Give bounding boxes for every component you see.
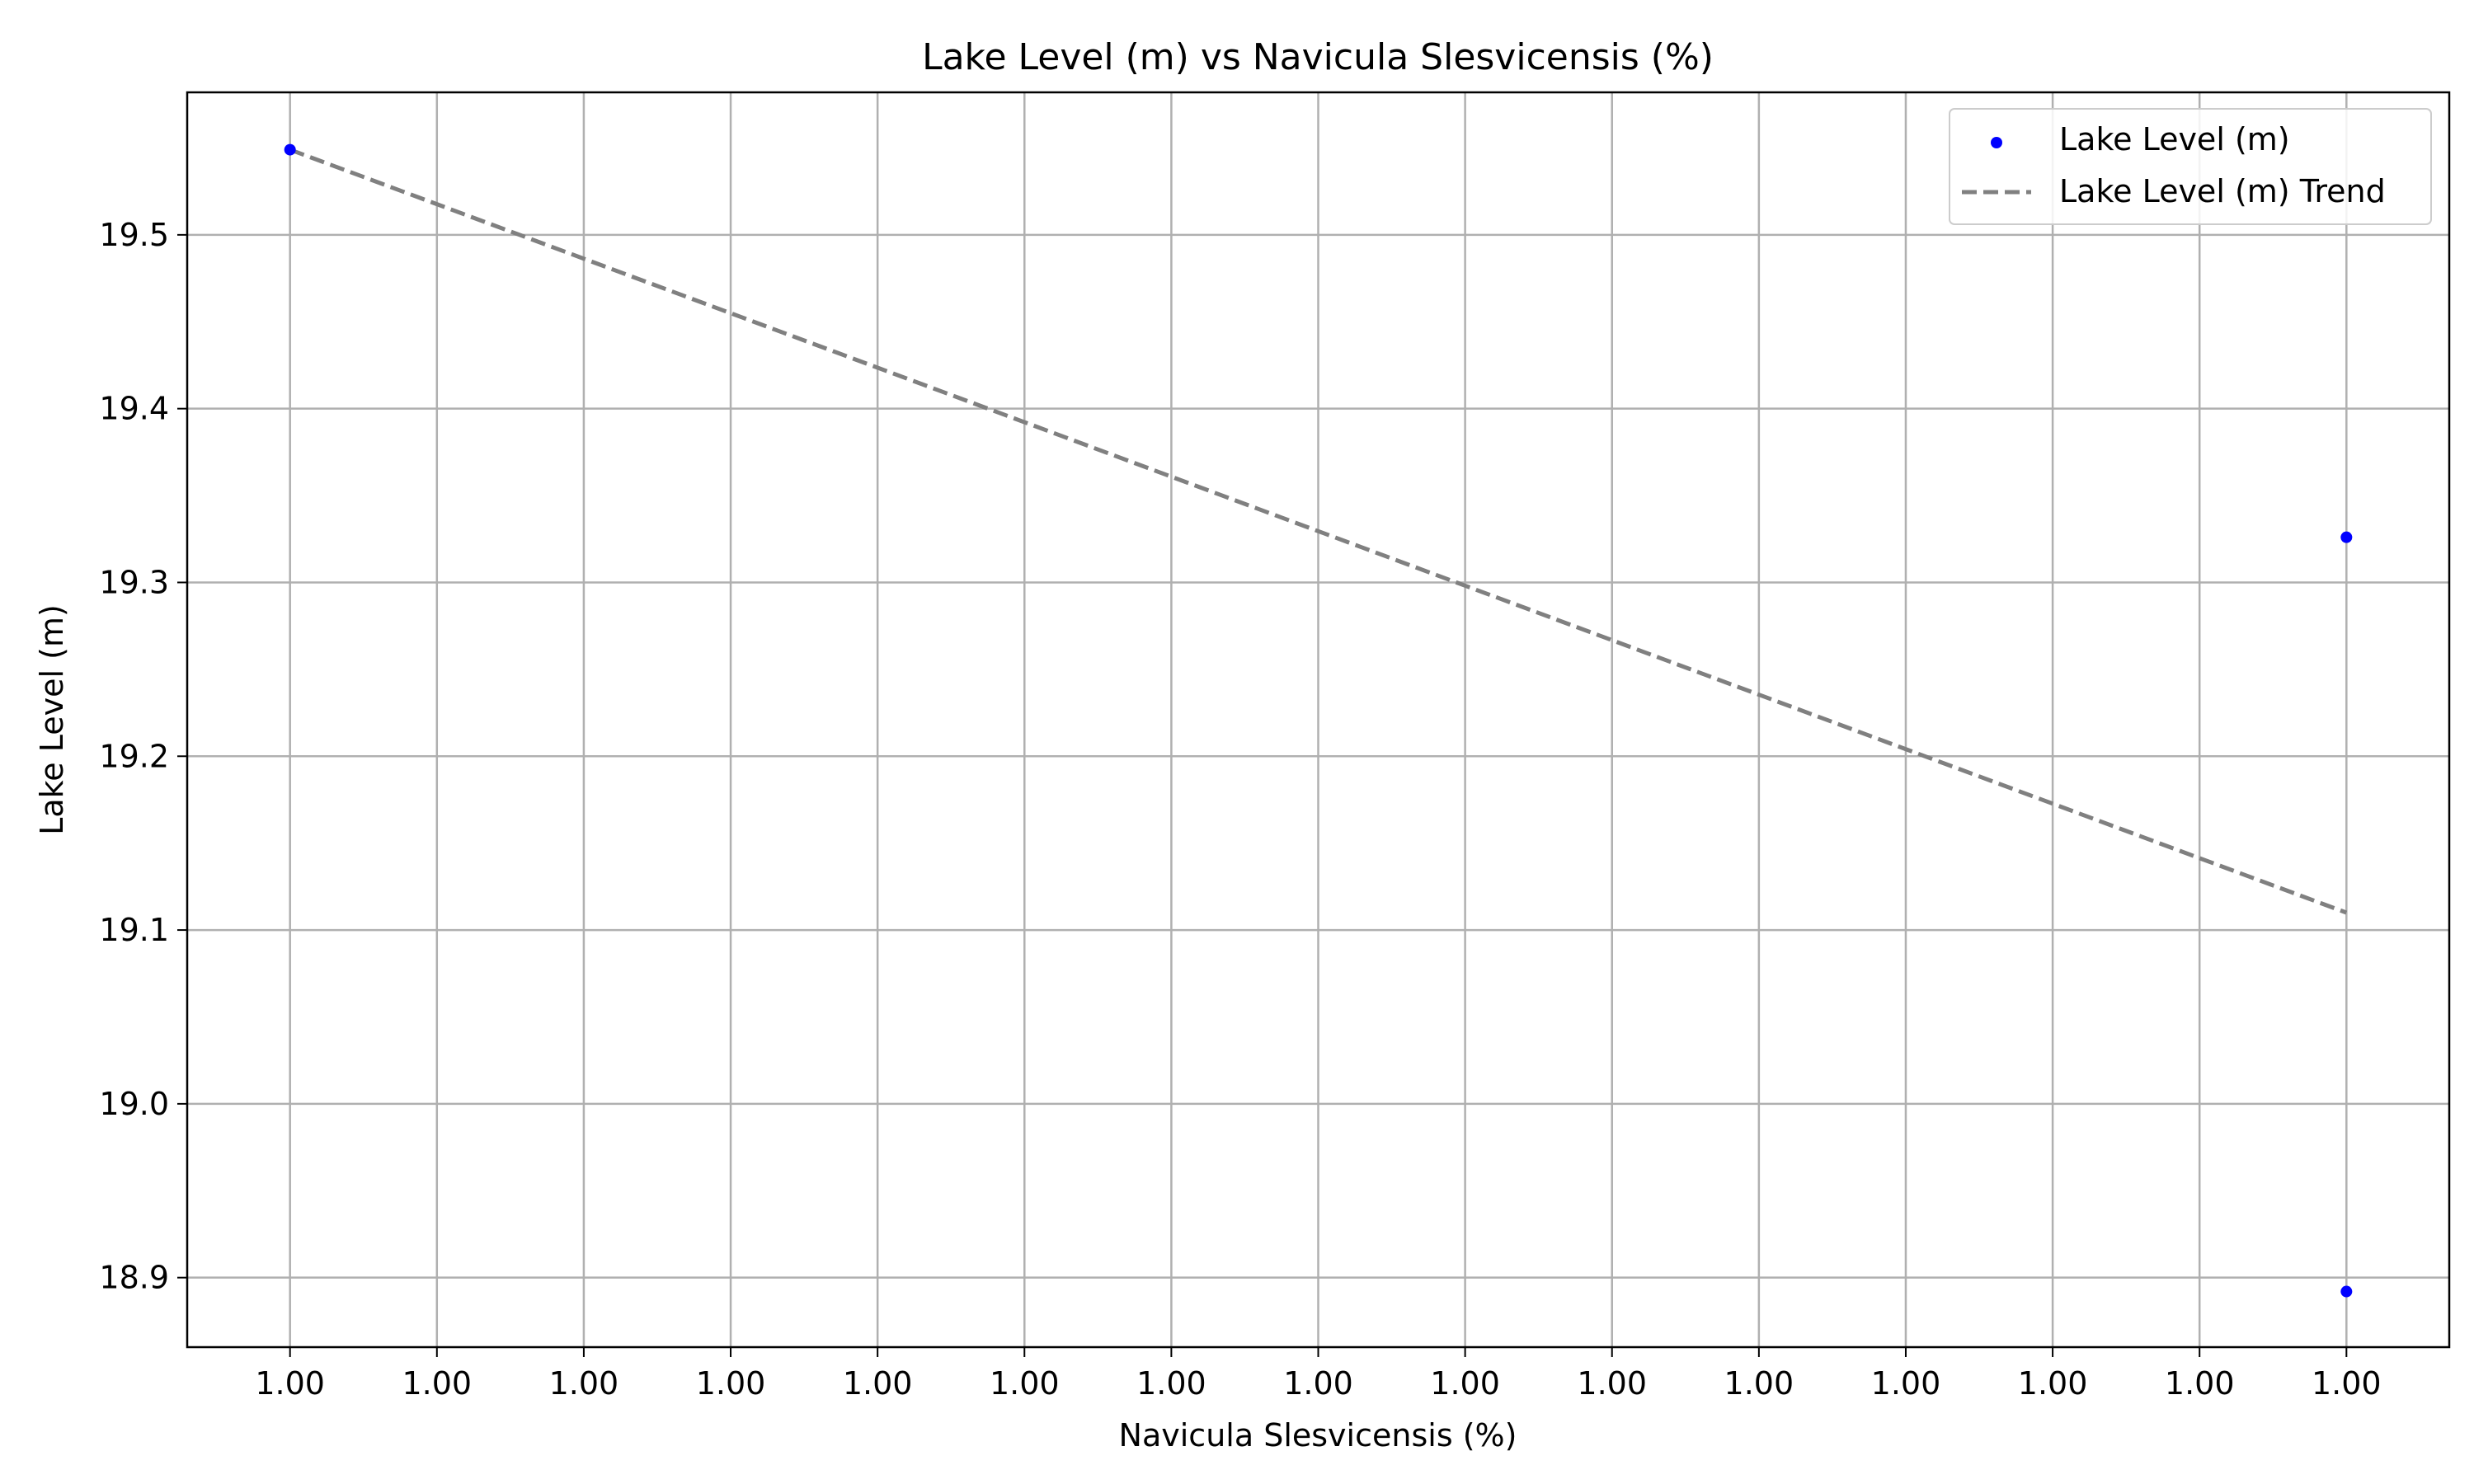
x-tick-label: 1.00 [2018, 1365, 2088, 1402]
y-tick-label: 19.2 [99, 738, 169, 774]
y-tick-label: 19.4 [99, 391, 169, 427]
legend: Lake Level (m) Lake Level (m) Trend [1949, 108, 2432, 225]
grid-lines [187, 92, 2449, 1347]
x-tick-label: 1.00 [1871, 1365, 1941, 1402]
point-layer [284, 143, 2353, 1298]
legend-frame [1949, 108, 2432, 225]
y-tick-label: 18.9 [99, 1260, 169, 1296]
y-axis-ticks: 18.9 19.0 19.1 19.2 19.3 19.4 19.5 [99, 217, 187, 1296]
scatter-point [2340, 1285, 2353, 1298]
legend-scatter-marker [1991, 137, 2002, 148]
x-tick-label: 1.00 [1283, 1365, 1353, 1402]
trend-line [289, 148, 2348, 915]
x-tick-label: 1.00 [2165, 1365, 2235, 1402]
x-tick-label: 1.00 [1430, 1365, 1500, 1402]
y-tick-label: 19.0 [99, 1086, 169, 1122]
x-tick-label: 1.00 [843, 1365, 913, 1402]
x-tick-label: 1.00 [2312, 1365, 2382, 1402]
x-tick-label: 1.00 [402, 1365, 472, 1402]
scatter-point [284, 143, 296, 156]
y-tick-label: 19.5 [99, 217, 169, 253]
x-tick-label: 1.00 [1724, 1365, 1794, 1402]
y-tick-label: 19.1 [99, 912, 169, 948]
x-tick-label: 1.00 [549, 1365, 619, 1402]
scatter-point [2340, 531, 2353, 543]
chart-title: Lake Level (m) vs Navicula Slesvicensis … [922, 36, 1714, 78]
y-tick-label: 19.3 [99, 564, 169, 600]
x-axis-label: Navicula Slesvicensis (%) [1119, 1417, 1517, 1453]
y-axis-label: Lake Level (m) [34, 604, 70, 835]
trend-layer [289, 148, 2348, 915]
x-axis-ticks: 1.00 1.00 1.00 1.00 1.00 1.00 1.00 1.00 1.00 1.00… [255, 1347, 2382, 1402]
x-tick-label: 1.00 [696, 1365, 766, 1402]
x-tick-label: 1.00 [1136, 1365, 1206, 1402]
legend-label-trend: Lake Level (m) Trend [2059, 173, 2386, 209]
legend-label-scatter: Lake Level (m) [2059, 121, 2290, 157]
x-tick-label: 1.00 [255, 1365, 325, 1402]
x-tick-label: 1.00 [990, 1365, 1060, 1402]
x-tick-label: 1.00 [1577, 1365, 1647, 1402]
